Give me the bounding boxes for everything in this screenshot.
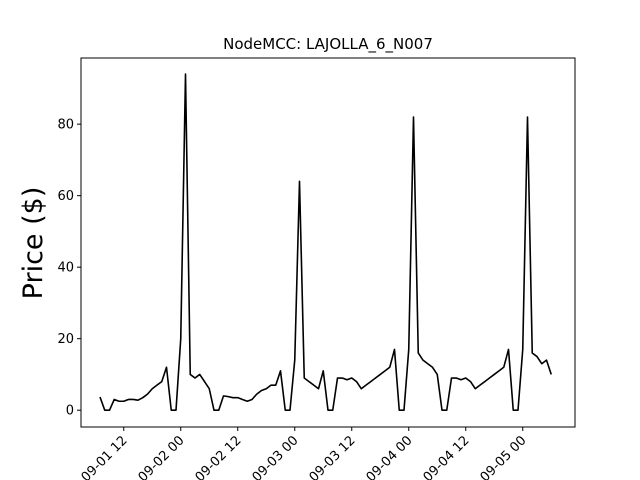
y-tick-label: 0 — [66, 404, 74, 419]
price-line — [99, 73, 553, 411]
chart-title: NodeMCC: LAJOLLA_6_N007 — [223, 35, 433, 54]
x-tick-label: 09-04 00 — [364, 433, 416, 480]
x-tick-label: 09-04 12 — [421, 433, 473, 480]
x-tick-label: 09-03 12 — [307, 433, 359, 480]
y-axis-label: Price ($) — [18, 187, 49, 300]
plot-area — [80, 57, 576, 428]
x-tick-label: 09-02 00 — [136, 433, 188, 480]
x-tick-label: 09-05 00 — [478, 433, 530, 480]
y-tick-label: 20 — [57, 332, 74, 347]
x-tick-label: 09-01 12 — [79, 433, 131, 480]
y-tick-label: 40 — [57, 261, 74, 276]
y-tick-label: 60 — [57, 189, 74, 204]
x-tick-label: 09-02 12 — [193, 433, 245, 480]
x-tick-label: 09-03 00 — [250, 433, 302, 480]
y-tick-label: 80 — [57, 118, 74, 133]
